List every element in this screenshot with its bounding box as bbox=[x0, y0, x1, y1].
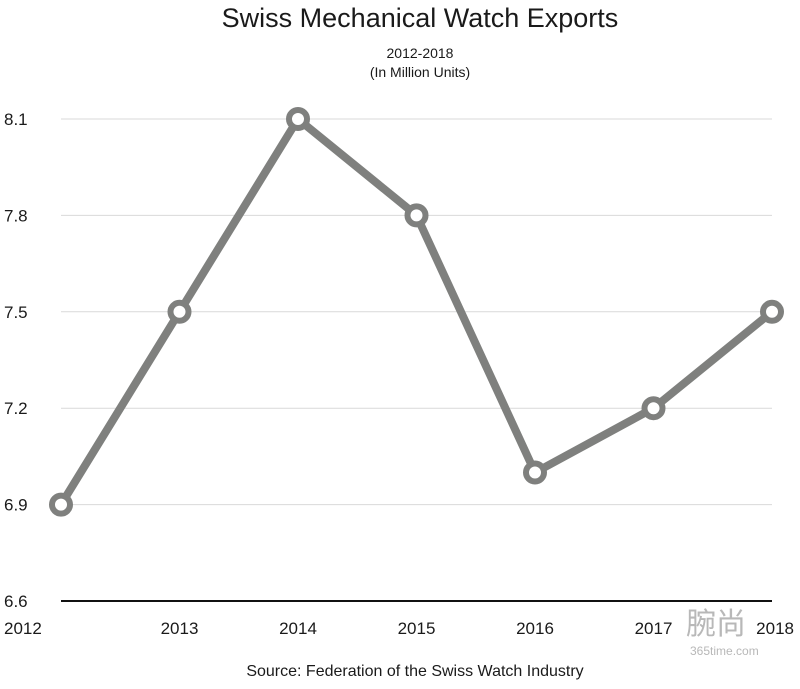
data-point bbox=[286, 107, 310, 131]
watermark-logo: 腕尚 365time.com bbox=[686, 607, 759, 658]
x-tick-label: 2017 bbox=[635, 619, 673, 638]
x-tick-label: 2016 bbox=[516, 619, 554, 638]
series-layer bbox=[49, 107, 784, 517]
data-point bbox=[641, 396, 666, 421]
y-tick-label: 7.8 bbox=[4, 206, 28, 225]
x-tick-label: 2013 bbox=[161, 619, 199, 638]
x-axis-ticks: 2012 2013 2014 2015 2016 2017 2018 bbox=[4, 619, 794, 638]
x-tick-label: 2018 bbox=[756, 619, 794, 638]
y-tick-label: 7.2 bbox=[4, 399, 28, 418]
data-point bbox=[523, 460, 547, 485]
y-tick-label: 6.9 bbox=[4, 496, 28, 515]
data-point bbox=[167, 299, 192, 324]
x-tick-label: 2015 bbox=[398, 619, 436, 638]
watermark-url: 365time.com bbox=[690, 644, 759, 658]
y-tick-label: 6.6 bbox=[4, 592, 28, 611]
y-tick-label: 7.5 bbox=[4, 303, 28, 322]
data-point bbox=[49, 492, 73, 517]
source-note: Source: Federation of the Swiss Watch In… bbox=[246, 663, 583, 680]
x-tick-label: 2014 bbox=[279, 619, 317, 638]
data-point bbox=[760, 299, 784, 324]
x-tick-label: 2012 bbox=[4, 619, 42, 638]
y-axis-ticks: 6.6 6.9 7.2 7.5 7.8 8.1 bbox=[4, 110, 28, 611]
chart-subtitle-units: (In Million Units) bbox=[370, 64, 470, 80]
data-point bbox=[404, 203, 429, 228]
watermark-logo-text: 腕尚 bbox=[686, 607, 746, 642]
chart-title: Swiss Mechanical Watch Exports bbox=[222, 3, 619, 33]
y-tick-label: 8.1 bbox=[4, 110, 28, 129]
chart-subtitle-years: 2012-2018 bbox=[387, 45, 454, 61]
